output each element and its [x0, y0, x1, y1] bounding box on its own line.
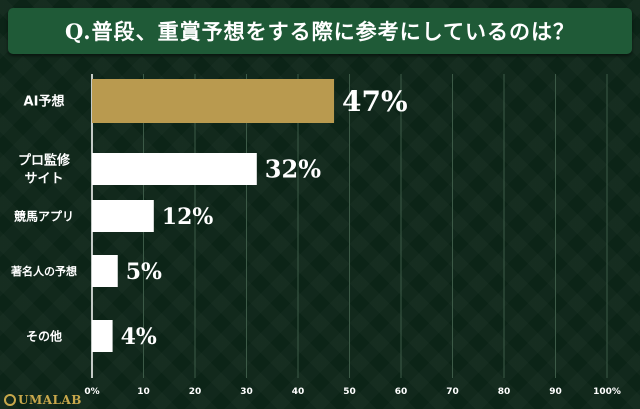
- x-tick-label: 30: [240, 387, 253, 397]
- category-label: その他: [26, 328, 62, 343]
- x-tick-label: 40: [292, 387, 305, 397]
- category-label: プロ監修サイト: [18, 153, 71, 187]
- chart-title: Q.普段、重賞予想をする際に参考にしているのは？: [65, 19, 575, 44]
- x-tick-label: 10: [137, 387, 150, 397]
- bar: [92, 255, 118, 287]
- bar: [92, 79, 335, 123]
- x-tick-label: 60: [395, 387, 408, 397]
- x-tick-label: 100%: [593, 387, 621, 397]
- bar: [92, 320, 113, 352]
- value-label: 32%: [265, 155, 321, 184]
- brand-name: UMALAB: [18, 393, 82, 407]
- category-label: 著名人の予想: [11, 264, 77, 278]
- bar: [92, 200, 154, 232]
- x-tick-label: 50: [343, 387, 356, 397]
- value-label: 4%: [121, 324, 157, 350]
- horseshoe-icon: [4, 394, 16, 406]
- x-tick-label: 20: [189, 387, 202, 397]
- bar: [92, 153, 257, 185]
- category-label: 競馬アプリ: [14, 208, 74, 223]
- value-label: 47%: [342, 85, 408, 118]
- brand-logo: UMALAB: [4, 393, 82, 407]
- x-tick-label: 0%: [84, 387, 99, 397]
- category-label: AI予想: [24, 94, 65, 110]
- x-tick-label: 90: [549, 387, 562, 397]
- x-tick-label: 80: [498, 387, 511, 397]
- chart-title-bar: Q.普段、重賞予想をする際に参考にしているのは？: [8, 8, 632, 54]
- x-tick-label: 70: [446, 387, 459, 397]
- value-label: 5%: [126, 259, 162, 285]
- value-label: 12%: [162, 204, 214, 230]
